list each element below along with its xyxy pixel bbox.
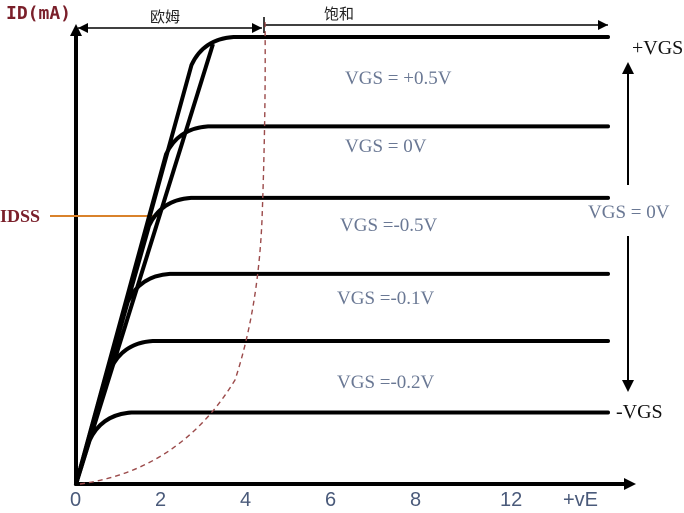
characteristic-curve-5	[74, 410, 610, 486]
x-tick-label: 12	[500, 489, 522, 511]
vgs-negative-label: -VGS	[616, 401, 663, 423]
characteristic-curve-0	[74, 35, 610, 486]
saturation-region-marker: 饱和	[263, 5, 608, 33]
x-tick-label: 8	[410, 489, 421, 511]
curve-label-vgs-plus-0.5: VGS = +0.5V	[345, 68, 452, 89]
vgs-positive-label: +VGS	[632, 37, 683, 59]
y-axis-title: ID(mA)	[6, 3, 71, 24]
curve-label-vgs-minus-0.1: VGS =-0.1V	[337, 288, 435, 309]
saturation-boundary-curve	[79, 21, 266, 485]
curves	[74, 35, 610, 486]
saturation-region-label: 饱和	[324, 5, 354, 23]
curve-label-vgs-minus-0.2: VGS =-0.2V	[337, 372, 435, 393]
ohmic-envelope-line	[74, 43, 215, 485]
ohmic-region-marker: 欧姆	[78, 8, 262, 33]
characteristic-curve-3	[74, 271, 610, 486]
characteristic-curve-2	[74, 195, 610, 486]
vgs-zero-label: VGS = 0V	[588, 202, 670, 223]
idss-label: IDSS	[0, 206, 40, 226]
curve-label-vgs-0: VGS = 0V	[345, 136, 427, 157]
characteristic-curve-1	[74, 124, 610, 486]
x-tick-label: 0	[70, 489, 81, 511]
x-axis-title: +vE	[563, 489, 598, 511]
x-tick-label: 4	[240, 489, 251, 511]
x-tick-label: 6	[325, 489, 336, 511]
ohmic-region-label: 欧姆	[150, 8, 180, 26]
curve-label-vgs-minus-0.5: VGS =-0.5V	[340, 215, 438, 236]
x-tick-label: 2	[155, 489, 166, 511]
